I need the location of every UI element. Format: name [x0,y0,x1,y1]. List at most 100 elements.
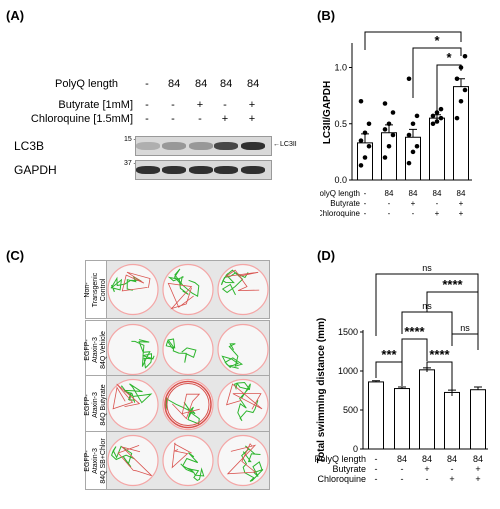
b-sig-label: * [446,50,452,65]
b-table-value: 84 [433,189,442,198]
wb-row-label: PolyQ length [55,78,118,90]
swim-track-fast [164,380,212,429]
d-sig-bracket [451,333,479,350]
b-data-point [406,160,412,166]
b-data-point [390,110,396,115]
condition-label-line: Non- [84,281,91,298]
wb-row-value: - [145,113,149,125]
swim-track-fast [172,393,201,420]
d-table-value: + [475,474,480,484]
b-bar [405,136,421,181]
wb-row-value: 84 [220,78,233,90]
b-data-point [366,121,372,127]
b-data-point [410,121,416,127]
swim-track [165,338,197,363]
b-data-point [382,127,388,132]
d-table-value: + [424,464,429,474]
track-wells [107,378,269,431]
wb-band [162,166,186,174]
swim-track [180,452,205,481]
swim-track [111,445,135,468]
b-y-tick-label: 0.0 [334,175,347,185]
d-bar [394,388,410,450]
swim-track [167,268,200,298]
b-bar [429,117,445,181]
condition-label-line: Ataxin-3 [92,391,99,418]
d-table-value: - [401,474,404,484]
b-data-point [430,113,436,119]
swim-track-fast [171,442,192,469]
wb-mw-marker: 37 — [124,160,141,167]
panel-c-label: (C) [6,248,25,263]
condition-label: Non- Transgenic Control [84,261,107,318]
d-y-tick-label: 500 [343,405,358,415]
wb-blot-name: LC3B [14,139,45,153]
d-sig-label: ns [460,323,470,333]
b-table-value: 84 [385,189,394,198]
d-bar [470,389,486,450]
b-sig-bracket [364,31,462,50]
b-data-point [366,143,372,149]
condition-label-line: EGFP- [84,393,91,416]
b-data-point [434,119,440,124]
b-data-point [462,87,468,93]
b-table-value: 84 [457,189,466,198]
b-data-point [430,121,436,127]
d-table-label: Chloroquine [317,474,366,484]
b-sig-label: * [410,25,416,32]
condition-label-line: EGFP- [84,338,91,361]
b-table-value: + [411,199,416,208]
b-sig-bracket [436,64,462,120]
d-table-value: - [375,474,378,484]
wb-row-value: + [248,113,256,125]
swim-track-fast [226,383,263,410]
track-wells [107,263,269,316]
wb-band [241,142,265,150]
b-data-point [414,113,420,119]
well [217,263,269,316]
b-data-point [358,98,364,104]
d-y-tick-label: 0 [353,444,358,454]
d-bar [419,369,435,450]
d-table-value: - [426,474,429,484]
well [162,434,214,487]
d-y-tick-label: 1500 [338,327,358,337]
wb-band [189,142,213,150]
d-table-value: 84 [397,454,407,464]
d-sig-label: *** [381,347,397,362]
d-table-value: + [475,464,480,474]
b-y-tick-label: 0.5 [334,119,347,129]
swim-track-fast [167,282,194,310]
track-wells [107,323,269,376]
b-table-value: + [459,199,464,208]
swim-track [110,275,142,293]
d-table-value: 84 [473,454,483,464]
d-sig-label: ns [422,263,432,273]
panel-d-chart: 0 500 1000 1500 Total swimming distance (mm)… [314,263,488,484]
b-table-value: + [459,209,464,218]
b-data-point [382,155,388,160]
condition-label-line: EGFP- [84,449,91,472]
b-sig-bracket [412,47,462,98]
b-data-point [454,115,460,121]
d-sig-bracket [426,361,453,396]
condition-label-text: EGFP- Ataxin-3 84Q Butyrate [84,384,108,425]
swim-track [241,445,264,482]
b-y-label: LC3II/GAPDH [322,81,333,144]
d-bar [368,381,384,450]
d-sig-label: **** [404,324,425,339]
d-table-value: - [375,454,378,464]
b-data-point [382,101,388,106]
wb-band [189,166,213,174]
b-table-label: PolyQ length [320,189,360,198]
well [217,323,269,376]
condition-row: Non- Transgenic Control [84,260,270,319]
wb-band [136,166,160,174]
condition-label-line: Transgenic [92,272,99,307]
b-table-value: - [388,209,391,218]
wb-row-value: 84 [247,78,260,90]
condition-label-line: Ataxin-3 [92,447,99,474]
b-sig-label: * [434,33,440,48]
d-sig-label: **** [429,347,450,362]
d-table-label: Butyrate [332,464,366,474]
